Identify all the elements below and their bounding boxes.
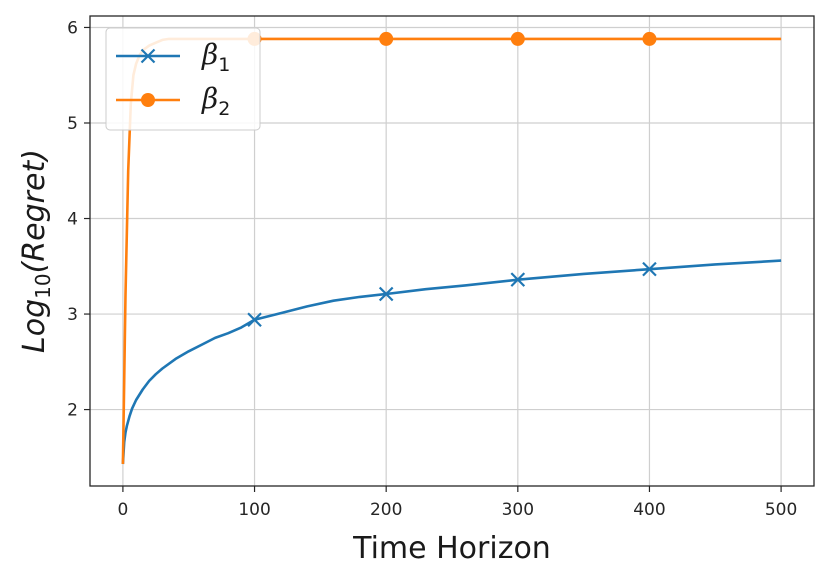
data-point-marker <box>642 31 657 46</box>
legend-marker-beta-1 <box>140 48 156 64</box>
x-tick-label: 500 <box>765 500 797 520</box>
data-point-marker <box>378 286 394 302</box>
x-axis-title: Time Horizon <box>352 531 551 566</box>
legend-marker-glyph <box>141 93 155 107</box>
marker-stroke <box>140 48 156 64</box>
y-axis-title-subscript: 10 <box>31 273 55 298</box>
y-axis-title: Log10(Regret) <box>17 149 55 353</box>
y-tick-label: 2 <box>67 401 78 421</box>
legend-label-beta-2-base: β <box>201 82 218 115</box>
marker-stroke <box>642 261 657 277</box>
marker-stroke <box>378 286 394 302</box>
legend-label-beta-1-subscript: 1 <box>218 54 230 76</box>
y-axis-title-base: Log <box>17 299 52 353</box>
y-tick-label: 6 <box>67 18 78 38</box>
legend-label-beta-1-base: β <box>201 38 218 71</box>
legend-entry-beta-2: β2 <box>116 82 230 120</box>
y-tick-label: 3 <box>67 305 78 325</box>
y-tick-label: 5 <box>67 114 78 134</box>
x-tick-label: 200 <box>370 500 402 520</box>
legend-marker-glyph <box>140 48 156 64</box>
legend-entry-beta-1: β1 <box>116 38 230 76</box>
x-tick-label: 300 <box>502 500 534 520</box>
x-tick-label: 400 <box>633 500 665 520</box>
series-line-1 <box>121 259 782 465</box>
x-tick-label: 100 <box>238 500 270 520</box>
legend-box <box>105 27 261 131</box>
data-point-marker <box>642 261 657 277</box>
legend-label-beta-1: β1 <box>201 38 230 76</box>
ticks: 0 100 200 300 400 500 2 3 4 5 6 <box>67 18 797 520</box>
y-axis-title-rest: (Regret) <box>17 149 52 273</box>
legend-label-beta-2-subscript: 2 <box>218 98 230 120</box>
data-point-marker <box>510 31 525 46</box>
plot-frame <box>89 15 815 487</box>
data-point-marker <box>379 31 394 46</box>
marker-stroke <box>247 312 262 328</box>
marker-stroke <box>510 272 526 287</box>
data-point-marker <box>247 312 262 328</box>
legend: β1 β2 <box>105 27 261 131</box>
y-tick-label: 4 <box>67 210 78 230</box>
legend-label-beta-2: β2 <box>201 82 230 120</box>
x-tick-label: 0 <box>117 500 128 520</box>
legend-marker-beta-2 <box>141 93 155 107</box>
data-point-marker <box>510 272 526 287</box>
